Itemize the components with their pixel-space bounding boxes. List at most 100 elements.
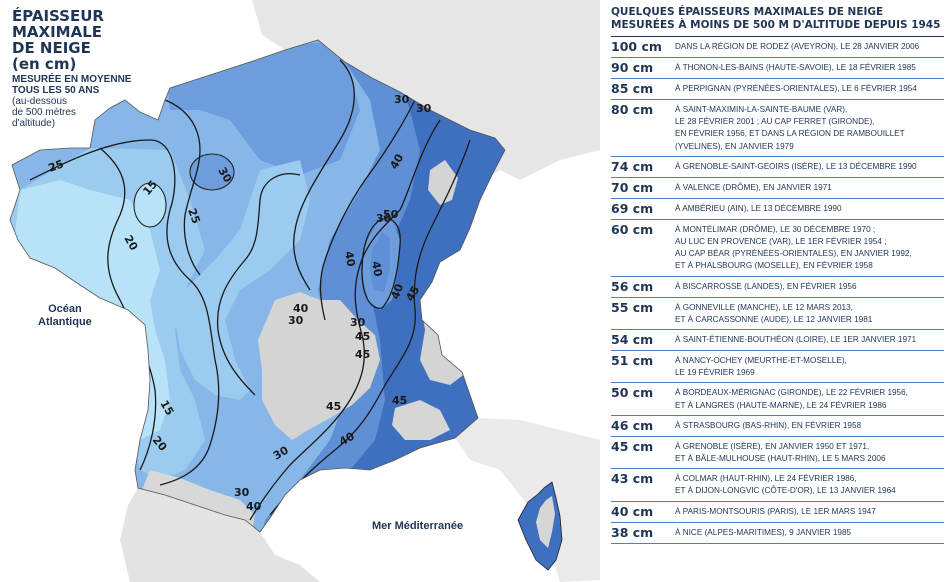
record-description-line: À GRENOBLE-SAINT-GEOIRS (ISÈRE), LE 13 D… (675, 161, 917, 171)
record-row: 40 cm À PARIS-MONTSOURIS (PARIS), LE 1ER … (611, 502, 944, 523)
record-description: À THONON-LES-BAINS (HAUTE-SAVOIE), LE 18… (675, 61, 944, 75)
records-rows: 100 cm DANS LA RÉGION DE RODEZ (AVEYRON),… (611, 37, 944, 544)
record-description-line: EN FÉVRIER 1956, ET DANS LA RÉGION DE RA… (675, 129, 905, 139)
record-value: 60 cm (611, 221, 654, 237)
record-row: 74 cm À GRENOBLE-SAINT-GEOIRS (ISÈRE), LE… (611, 157, 944, 178)
record-value: 85 cm (611, 81, 654, 96)
record-description-line: À STRASBOURG (BAS-RHIN), EN FÉVRIER 1958 (675, 420, 862, 430)
record-description: À PARIS-MONTSOURIS (PARIS), LE 1ER MARS … (675, 505, 944, 519)
map-title-line: MAXIMALE (12, 23, 103, 41)
record-description-line: À GONNEVILLE (MANCHE), LE 12 MARS 2013, (675, 302, 853, 312)
record-description-line: À NANCY-OCHEY (MEURTHE-ET-MOSELLE), (675, 356, 847, 366)
record-description-line: À THONON-LES-BAINS (HAUTE-SAVOIE), LE 18… (675, 63, 916, 72)
ocean-label: Océan Atlantique (38, 303, 92, 328)
record-description-line: ET À CARCASSONNE (AUDE), LE 12 JANVIER 1… (675, 314, 873, 324)
map-note-line: de 500 mètres (12, 107, 76, 118)
contour-label: 30 (288, 314, 304, 327)
record-value: 50 cm (611, 385, 654, 401)
record-description-line: À PARIS-MONTSOURIS (PARIS), LE 1ER MARS … (675, 506, 876, 516)
record-description: À NICE (ALPES-MARITIMES), 9 JANVIER 1985 (675, 526, 944, 540)
contour-label: 30 (234, 486, 250, 499)
sea-label: Mer Méditerranée (372, 520, 464, 532)
record-description-line: DANS LA RÉGION DE RODEZ (AVEYRON), LE 28… (675, 42, 920, 51)
records-title: QUELQUES ÉPAISSEURS MAXIMALES DE NEIGE M… (611, 6, 944, 37)
record-row: 90 cm À THONON-LES-BAINS (HAUTE-SAVOIE), … (611, 58, 944, 79)
record-description-line: À SAINT-MAXIMIN-LA-SAINTE-BAUME (VAR), (675, 105, 848, 114)
record-description-line: ET À BÂLE-MULHOUSE (HAUT-RHIN), LE 5 MAR… (675, 454, 886, 464)
record-row: 51 cm À NANCY-OCHEY (MEURTHE-ET-MOSELLE),… (611, 351, 944, 384)
contour-label: 40 (246, 500, 262, 513)
record-description-line: AU LUC EN PROVENCE (VAR), LE 1ER FÉVRIER… (675, 237, 887, 247)
map-note-line: d'altitude) (12, 118, 56, 129)
record-row: 55 cm À GONNEVILLE (MANCHE), LE 12 MARS 2… (611, 298, 944, 331)
record-description: À SAINT-MAXIMIN-LA-SAINTE-BAUME (VAR), LE… (675, 103, 944, 153)
contour-label: 25 (185, 207, 202, 226)
record-description: À GRENOBLE-SAINT-GEOIRS (ISÈRE), LE 13 D… (675, 160, 944, 174)
contour-label: 45 (326, 400, 341, 413)
records-table: QUELQUES ÉPAISSEURS MAXIMALES DE NEIGE M… (611, 6, 944, 544)
record-row: 80 cm À SAINT-MAXIMIN-LA-SAINTE-BAUME (VA… (611, 100, 944, 157)
snow-depth-map: 15 20 25 30 40 45 50 15 20 25 30 30 30 4… (9, 0, 600, 582)
record-description-line: LE 28 FÉVRIER 2001 ; AU CAP FERRET (GIRO… (675, 117, 875, 127)
contour-label: 50 (383, 208, 399, 221)
record-description: À NANCY-OCHEY (MEURTHE-ET-MOSELLE), LE 19… (675, 354, 944, 379)
record-row: 50 cm À BORDEAUX-MÉRIGNAC (GIRONDE), LE 2… (611, 383, 944, 416)
record-description: À AMBÉRIEU (AIN), LE 13 DÉCEMBRE 1990 (675, 202, 944, 216)
record-description: À VALENCE (DRÔME), EN JANVIER 1971 (675, 181, 944, 195)
record-description: À BORDEAUX-MÉRIGNAC (GIRONDE), LE 22 FÉV… (675, 386, 944, 411)
record-row: 70 cm À VALENCE (DRÔME), EN JANVIER 1971 (611, 178, 944, 199)
map-title-block: ÉPAISSEUR MAXIMALE DE NEIGE (en cm) MESU… (12, 8, 202, 129)
map-subtitle-line: TOUS LES 50 ANS (12, 85, 100, 96)
contour-label: 45 (355, 348, 370, 361)
record-value: 38 cm (611, 524, 654, 540)
record-description: À PERPIGNAN (PYRÉNÉES-ORIENTALES), LE 6 … (675, 82, 944, 96)
map-subtitle-line: MESURÉE EN MOYENNE (12, 74, 132, 85)
record-value: 40 cm (611, 503, 654, 519)
record-description-line: ET À DIJON-LONGVIC (CÔTE-D'OR), LE 13 JA… (675, 486, 896, 496)
contour-label: 30 (416, 102, 432, 115)
record-description: À GRENOBLE (ISÈRE), EN JANVIER 1950 ET 1… (675, 440, 944, 465)
record-value: 54 cm (611, 332, 654, 348)
record-description: À COLMAR (HAUT-RHIN), LE 24 FÉVRIER 1986… (675, 472, 944, 497)
record-description-line: À AMBÉRIEU (AIN), LE 13 DÉCEMBRE 1990 (675, 203, 842, 213)
record-value: 70 cm (611, 179, 654, 195)
map-title-line: (en cm) (12, 55, 77, 73)
map-title-line: ÉPAISSEUR (12, 7, 104, 25)
record-value: 56 cm (611, 278, 654, 294)
record-row: 100 cm DANS LA RÉGION DE RODEZ (AVEYRON),… (611, 37, 944, 58)
record-value: 90 cm (611, 60, 654, 75)
record-row: 38 cm À NICE (ALPES-MARITIMES), 9 JANVIER… (611, 523, 944, 544)
contour-label: 40 (342, 250, 358, 268)
record-description-line: À BISCARROSSE (LANDES), EN FÉVRIER 1956 (675, 281, 857, 291)
record-value: 69 cm (611, 200, 654, 216)
neighbor-countries (120, 0, 600, 582)
record-value: 43 cm (611, 471, 654, 487)
record-description-line: À PERPIGNAN (PYRÉNÉES-ORIENTALES), LE 6 … (675, 84, 917, 93)
record-description-line: À COLMAR (HAUT-RHIN), LE 24 FÉVRIER 1986… (675, 474, 857, 484)
record-value: 51 cm (611, 353, 654, 369)
contour-label: 40 (369, 260, 385, 278)
record-row: 54 cm À SAINT-ÉTIENNE-BOUTHÉON (LOIRE), L… (611, 330, 944, 352)
record-value: 74 cm (611, 158, 654, 174)
record-description: DANS LA RÉGION DE RODEZ (AVEYRON), LE 28… (675, 40, 944, 54)
map-note-line: (au-dessous (12, 96, 68, 107)
record-row: 43 cm À COLMAR (HAUT-RHIN), LE 24 FÉVRIER… (611, 469, 944, 502)
record-description-line: ET À PHALSBOURG (MOSELLE), EN FÉVRIER 19… (675, 261, 873, 271)
record-description: À GONNEVILLE (MANCHE), LE 12 MARS 2013, E… (675, 301, 944, 326)
record-value: 100 cm (611, 39, 662, 54)
record-row: 45 cm À GRENOBLE (ISÈRE), EN JANVIER 1950… (611, 437, 944, 470)
record-row: 85 cm À PERPIGNAN (PYRÉNÉES-ORIENTALES), … (611, 79, 944, 100)
contour-label: 40 (293, 302, 309, 315)
record-description-line: À GRENOBLE (ISÈRE), EN JANVIER 1950 ET 1… (675, 441, 870, 451)
record-row: 46 cm À STRASBOURG (BAS-RHIN), EN FÉVRIER… (611, 416, 944, 437)
record-row: 56 cm À BISCARROSSE (LANDES), EN FÉVRIER … (611, 277, 944, 298)
record-description: À SAINT-ÉTIENNE-BOUTHÉON (LOIRE), LE 1ER… (675, 333, 944, 347)
contour-label: 30 (350, 316, 366, 329)
record-description-line: (YVELINES), EN JANVIER 1979 (675, 141, 794, 151)
contour-label: 30 (394, 93, 410, 106)
contour-label: 40 (389, 282, 407, 301)
record-row: 60 cm À MONTÉLIMAR (DRÔME), LE 30 DÉCEMBR… (611, 220, 944, 277)
contour-label: 45 (355, 330, 370, 343)
record-description-line: ET À LANGRES (HAUTE-MARNE), LE 24 FÉVRIE… (675, 400, 887, 410)
record-description: À BISCARROSSE (LANDES), EN FÉVRIER 1956 (675, 280, 944, 294)
